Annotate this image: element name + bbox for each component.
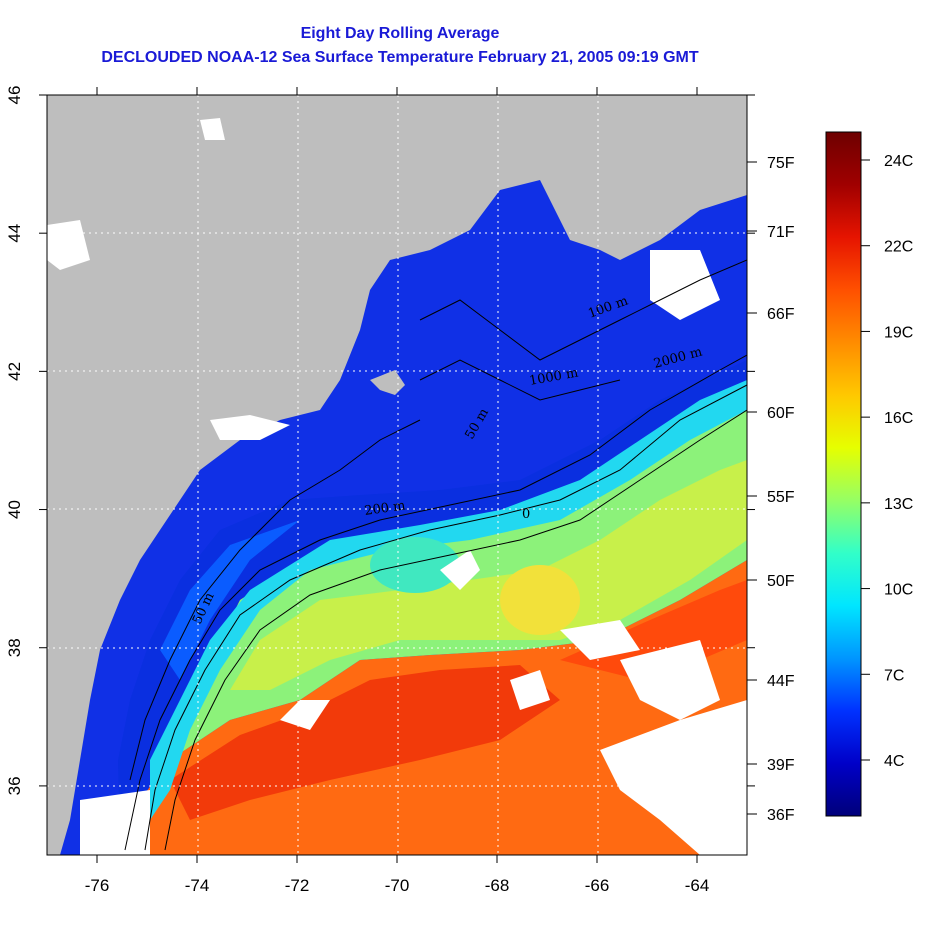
- no-data-patch: [440, 550, 480, 590]
- no-data-patch: [47, 220, 90, 270]
- colorbar-celsius-label: 22C: [884, 239, 913, 256]
- contour-100m: [419, 259, 747, 361]
- bathymetry-contours: [124, 259, 747, 851]
- contour-2000m: [164, 409, 747, 851]
- x-tick-label: -74: [185, 876, 210, 895]
- map-layers: [47, 95, 747, 855]
- y-tick-label: 44: [5, 224, 24, 243]
- colorbar-fahrenheit-label: 39F: [767, 757, 795, 774]
- x-tick-label: -64: [685, 876, 710, 895]
- no-data-patch: [80, 790, 150, 855]
- colorbar-celsius-label: 24C: [884, 153, 913, 170]
- y-tick-label: 42: [5, 362, 24, 381]
- no-data-patch: [600, 700, 747, 855]
- chart-subtitle: DECLOUDED NOAA-12 Sea Surface Temperatur…: [101, 49, 699, 66]
- contour-50m: [129, 419, 421, 781]
- warm-core-ring: [500, 565, 580, 635]
- no-data-patch: [620, 640, 720, 720]
- contour-label: 0: [522, 507, 530, 522]
- y-tick-label: 46: [5, 86, 24, 105]
- x-tick-label: -68: [485, 876, 510, 895]
- contour-georges-bank: [419, 359, 621, 401]
- land-nova-scotia: [580, 130, 747, 260]
- colorbar-celsius-label: 7C: [884, 667, 904, 684]
- colorbar-celsius-label: 10C: [884, 582, 913, 599]
- slope-water-warm: [230, 460, 747, 690]
- contour-200m: [124, 354, 747, 851]
- no-data-patch: [510, 670, 550, 710]
- colorbar-fahrenheit-label: 55F: [767, 489, 795, 506]
- colorbar-fahrenheit-label: 36F: [767, 807, 795, 824]
- no-data-patch: [560, 620, 640, 660]
- colorbar-fahrenheit-label: 44F: [767, 673, 795, 690]
- colorbar-fahrenheit-label: 71F: [767, 224, 795, 241]
- contour-1000m: [144, 384, 747, 851]
- colorbar-celsius-label: 13C: [884, 496, 913, 513]
- no-data-patch: [650, 250, 720, 320]
- colorbar-celsius-label: 19C: [884, 324, 913, 341]
- colorbar-celsius-label: 4C: [884, 753, 904, 770]
- colorbar-celsius-labels: 24C 22C 19C 16C 13C 10C 7C 4C: [861, 153, 913, 770]
- cold-ring: [370, 537, 460, 593]
- no-data-patch: [280, 700, 330, 730]
- no-data-patch: [210, 415, 290, 440]
- x-tick-label: -72: [285, 876, 310, 895]
- x-tick-label: -70: [385, 876, 410, 895]
- nearshore-water: [160, 520, 300, 680]
- land-cape-cod: [370, 370, 405, 395]
- y-tick-label: 40: [5, 500, 24, 519]
- y-tick-label: 38: [5, 638, 24, 657]
- colorbar-fahrenheit-labels: 75F 71F 66F 60F 55F 50F 44F 39F 36F: [747, 155, 795, 824]
- colorbar-fahrenheit-label: 75F: [767, 155, 795, 172]
- colorbar-celsius-label: 16C: [884, 410, 913, 427]
- x-tick-label: -66: [585, 876, 610, 895]
- y-tick-label: 36: [5, 776, 24, 795]
- shelf-break-front: [150, 380, 747, 820]
- gulf-stream-core: [170, 665, 560, 820]
- no-data-patch: [200, 118, 225, 140]
- contour-label: 200 m: [363, 498, 406, 519]
- axes: -76 -74 -72 -70 -68 -66 -64 36 38 40 42 44 46: [5, 86, 755, 895]
- colorbar-fahrenheit-label: 60F: [767, 405, 795, 422]
- x-tick-label: -76: [85, 876, 110, 895]
- colorbar-fahrenheit-label: 50F: [767, 573, 795, 590]
- colorbar-fahrenheit-label: 66F: [767, 306, 795, 323]
- chart-title: Eight Day Rolling Average: [300, 25, 500, 42]
- lat-lon-grid: [47, 95, 747, 855]
- colorbar: [825, 131, 862, 817]
- land-mass: [47, 95, 747, 855]
